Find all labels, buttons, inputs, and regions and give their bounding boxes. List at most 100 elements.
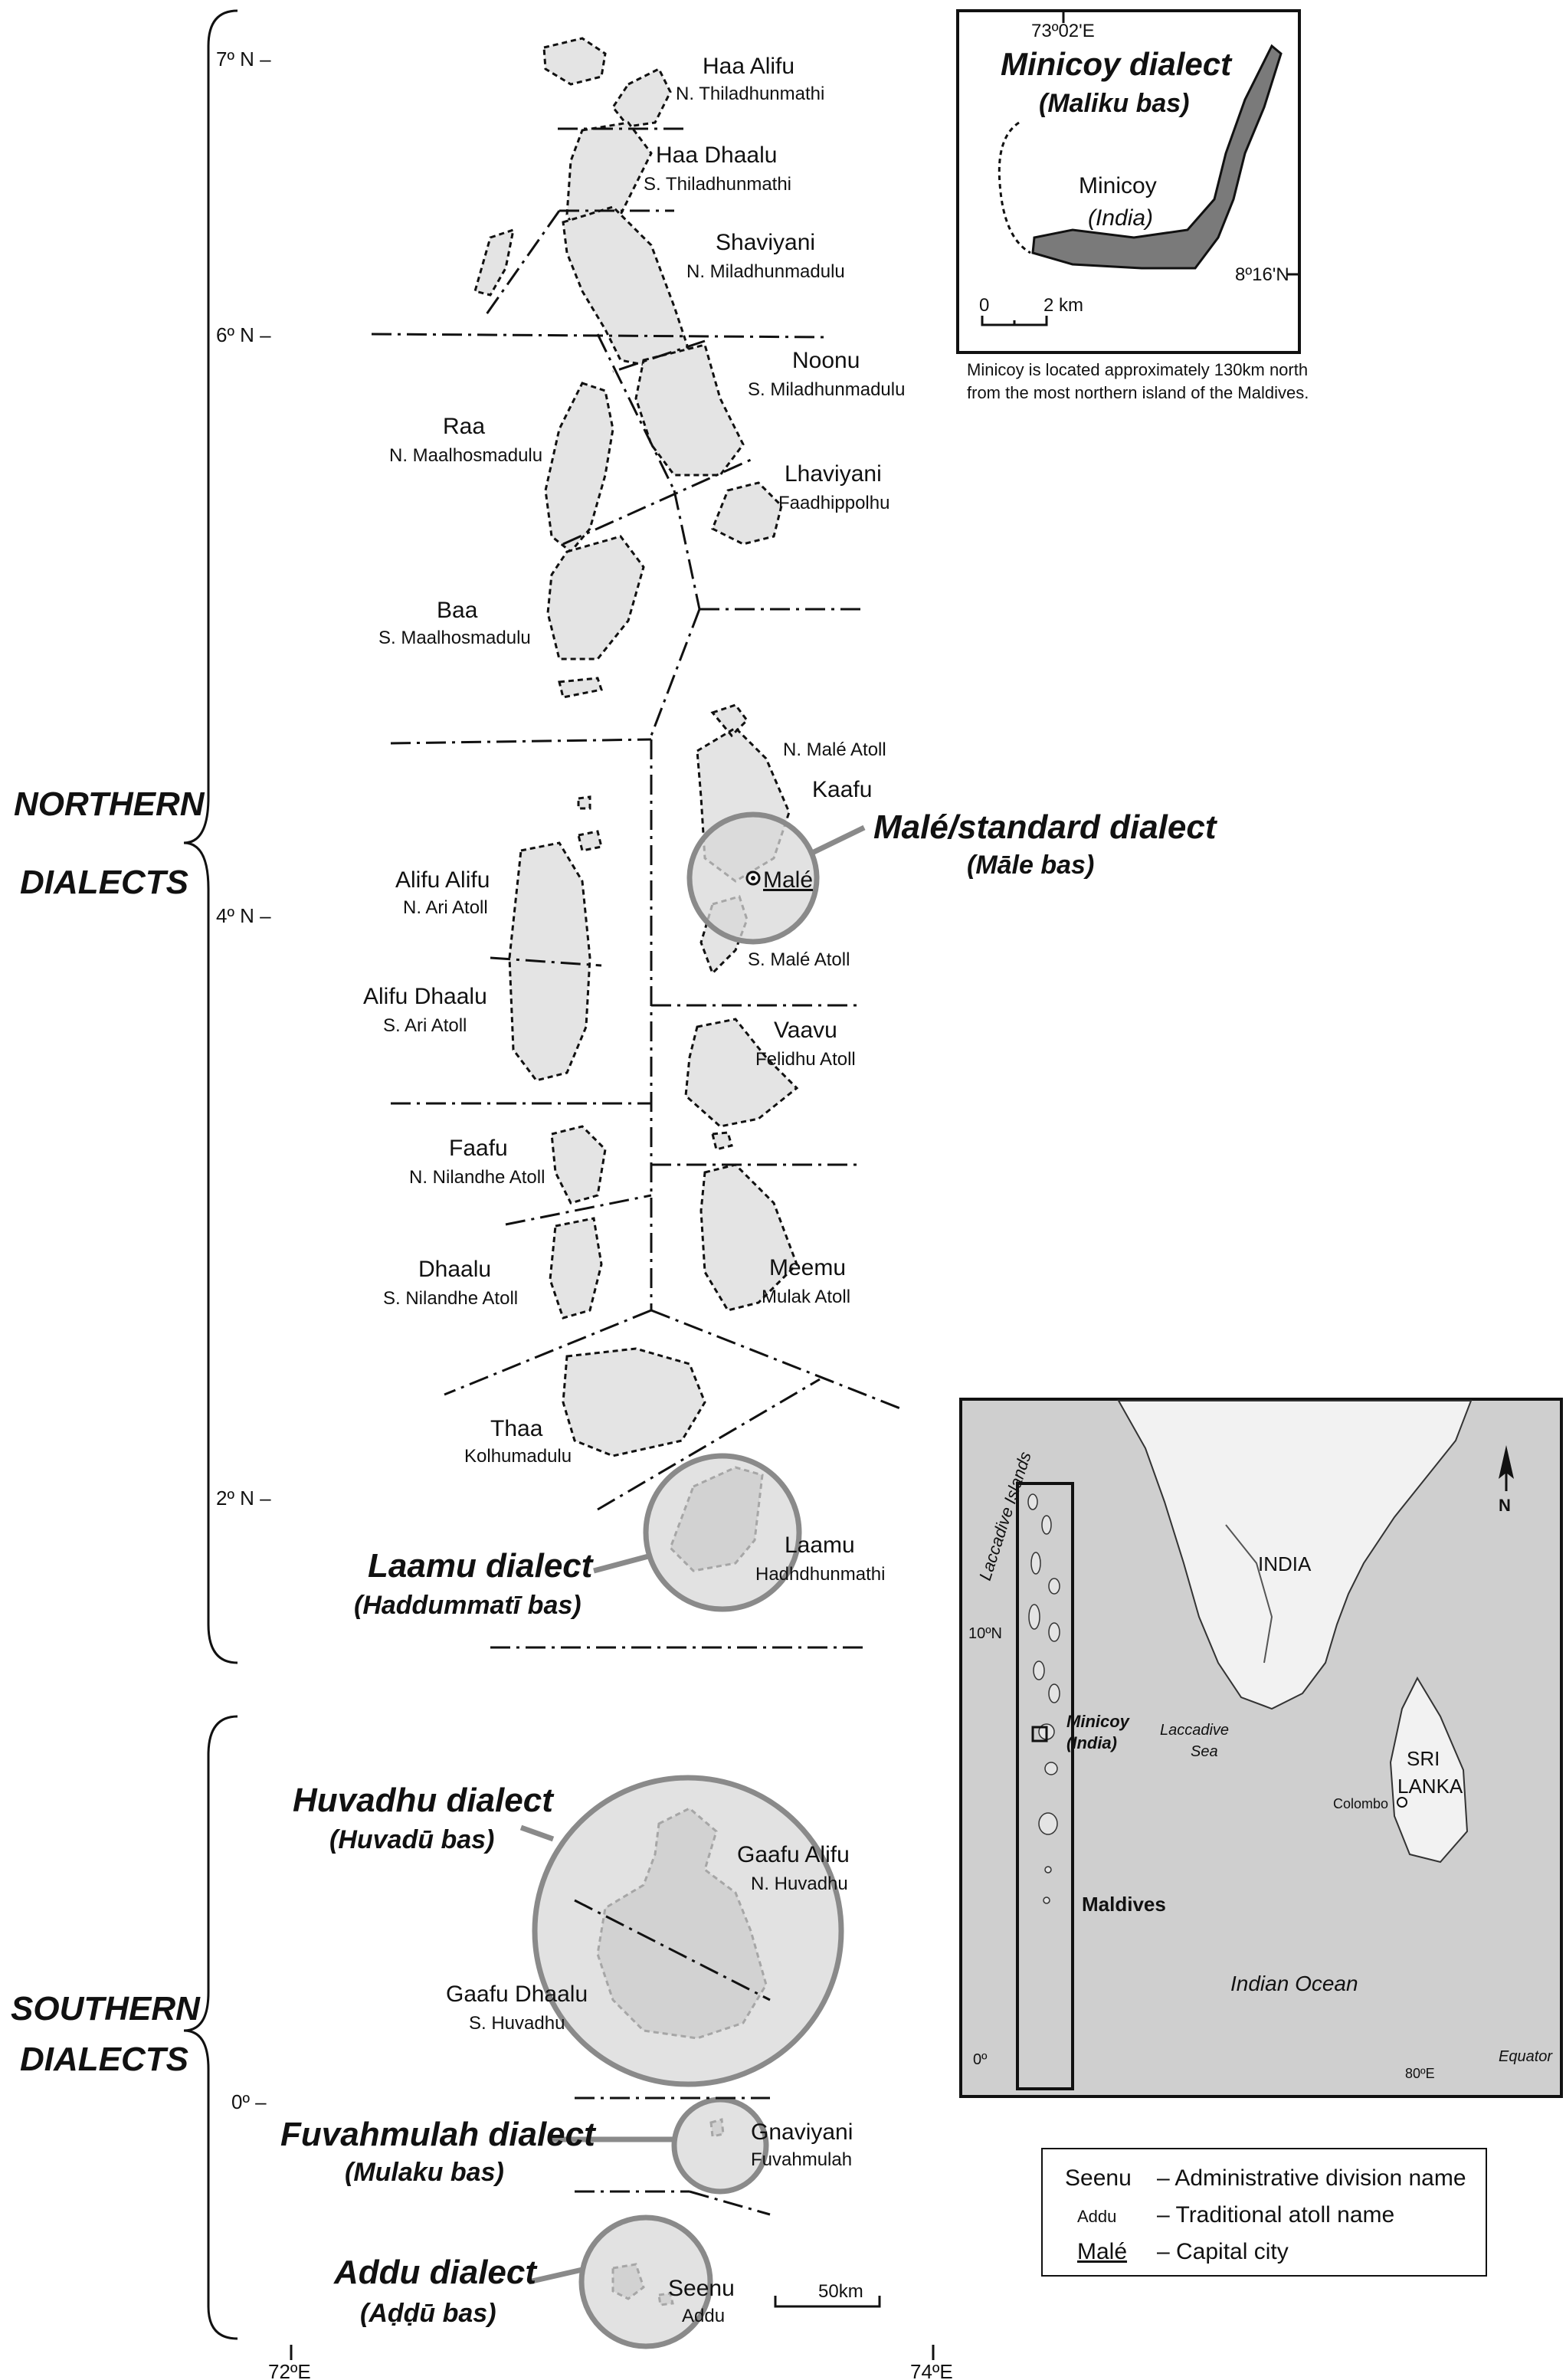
label-faafu: Faafu: [449, 1136, 508, 1161]
trad-alifu-alifu: N. Ari Atoll: [403, 897, 488, 918]
atoll-vaavu-islet: [711, 1131, 733, 1151]
label-kaafu: Kaafu: [812, 777, 872, 802]
atoll-rasdhoo-2: [577, 830, 603, 852]
trad-thaa: Kolhumadulu: [464, 1446, 572, 1467]
legend-trad-sample: Addu: [1077, 2207, 1116, 2226]
dialect-male-local: (Māle bas): [967, 851, 1094, 880]
legend: Seenu – Administrative division name Add…: [1041, 2148, 1487, 2277]
laamu-leader: [593, 1552, 652, 1574]
north-arrow-icon: N: [1499, 1445, 1514, 1515]
legend-frame: [1041, 2148, 1487, 2277]
laccadive-sea-label-2: Sea: [1191, 1743, 1218, 1760]
trad-seenu: Addu: [682, 2306, 725, 2326]
label-vaavu: Vaavu: [774, 1018, 837, 1043]
label-meemu: Meemu: [769, 1255, 846, 1280]
atoll-baa: [546, 535, 645, 661]
dialect-addu-local: (Aḍḍū bas): [360, 2299, 496, 2328]
inset-minicoy-label: Minicoy: [1066, 1712, 1131, 1731]
southern-dialects-label: DIALECTS: [20, 2041, 188, 2078]
atoll-rasdhoo-1: [577, 795, 591, 810]
label-baa: Baa: [437, 598, 478, 623]
label-laamu: Laamu: [785, 1533, 855, 1558]
atoll-haa-alifu-west: [542, 37, 607, 86]
dialect-male-name: Malé/standard dialect: [873, 808, 1218, 846]
minicoy-caption-1: Minicoy is located approximately 130km n…: [967, 360, 1308, 379]
minicoy-subtitle: (Maliku bas): [1039, 89, 1189, 118]
trad-lhaviyani: Faadhippolhu: [778, 493, 889, 513]
addu-dialect-circle: [578, 2214, 713, 2349]
northern-dialects-label: DIALECTS: [20, 864, 188, 901]
huvadhu-leader: [519, 1824, 555, 1842]
srilanka-landmass: [1389, 1676, 1469, 1864]
trad-baa: S. Maalhosmadulu: [378, 628, 531, 648]
atoll-raa: [544, 382, 614, 554]
atoll-shaviyani: [562, 205, 691, 369]
srilanka-label-2: LANKA: [1397, 1775, 1463, 1798]
label-gaafu-dhaalu: Gaafu Dhaalu: [446, 1982, 588, 2007]
scale-label: 50km: [818, 2281, 863, 2302]
indian-ocean-label: Indian Ocean: [1230, 1972, 1358, 1995]
atoll-ari: [508, 841, 591, 1082]
atoll-faafu: [550, 1125, 607, 1205]
label-dhaalu: Dhaalu: [418, 1257, 491, 1282]
trad-laamu: Hadhdhunmathi: [755, 1564, 885, 1585]
minicoy-lat: 8º16'N: [1235, 264, 1289, 285]
minicoy-scale-0: 0: [979, 295, 989, 316]
atoll-meemu: [699, 1163, 798, 1312]
minicoy-lon: 73º02'E: [1031, 21, 1095, 41]
atoll-boundaries: [371, 127, 905, 2216]
lat-10n-label: 10ºN: [968, 1625, 1002, 1642]
atoll-shaviyani-west: [473, 228, 515, 297]
dialect-addu-name: Addu dialect: [333, 2254, 538, 2291]
minicoy-inset: 73º02'E Minicoy dialect (Maliku bas) Min…: [956, 9, 1309, 402]
laccadive-sea-label-1: Laccadive: [1160, 1722, 1229, 1739]
trad-alifu-dhaalu: S. Ari Atoll: [383, 1015, 467, 1036]
trad-faafu: N. Nilandhe Atoll: [409, 1167, 545, 1188]
dialect-fuvahmulah-local: (Mulaku bas): [345, 2158, 504, 2187]
northern-brace: [183, 9, 238, 1664]
addu-leader: [528, 2267, 583, 2285]
dialect-laamu-name: Laamu dialect: [368, 1547, 595, 1585]
label-shaviyani: Shaviyani: [716, 230, 815, 255]
label-haa-dhaalu: Haa Dhaalu: [656, 143, 777, 168]
label-seenu: Seenu: [668, 2276, 735, 2301]
trad-gaafu-dhaalu: S. Huvadhu: [469, 2013, 565, 2034]
minicoy-scale-2km: 2 km: [1043, 295, 1083, 316]
label-alifu-dhaalu: Alifu Dhaalu: [363, 984, 487, 1009]
male-leader: [809, 824, 866, 857]
minicoy-country: (India): [1088, 205, 1153, 231]
minicoy-scale-bar: [981, 316, 1048, 326]
atoll-noonu: [634, 343, 745, 477]
southern-brace: [183, 1715, 238, 2340]
huvadhu-dialect-circle: [532, 1775, 844, 2087]
lon-74e: 74ºE: [910, 2360, 953, 2380]
label-lhaviyani: Lhaviyani: [785, 461, 882, 487]
label-gaafu-alifu: Gaafu Alifu: [737, 1842, 850, 1867]
trad-shaviyani: N. Miladhunmadulu: [686, 261, 845, 282]
trad-s-male: S. Malé Atoll: [748, 949, 850, 970]
legend-admin-sample: Seenu: [1065, 2165, 1132, 2191]
scale-bar: 50km: [774, 2281, 881, 2308]
legend-capital-sample: Malé: [1077, 2239, 1127, 2264]
trad-meemu: Mulak Atoll: [762, 1287, 850, 1307]
southern-label: SOUTHERN: [11, 1990, 201, 2028]
india-label: INDIA: [1258, 1552, 1312, 1575]
label-haa-alifu: Haa Alifu: [703, 54, 794, 79]
lat-4n: 4º N –: [216, 904, 271, 927]
lat-2n: 2º N –: [216, 1487, 271, 1510]
north-label: N: [1499, 1496, 1511, 1515]
lat-6n: 6º N –: [216, 323, 271, 346]
trad-vaavu: Felidhu Atoll: [755, 1049, 856, 1070]
trad-raa: N. Maalhosmadulu: [389, 445, 542, 466]
inset-minicoy-country: (India): [1066, 1733, 1117, 1752]
atoll-lhaviyani: [711, 481, 783, 546]
minicoy-title: Minicoy dialect: [1001, 46, 1233, 82]
fuvahmulah-dialect-circle: [671, 2096, 769, 2195]
colombo-label: Colombo: [1333, 1796, 1388, 1811]
label-thaa: Thaa: [490, 1416, 543, 1441]
minicoy-island: [1031, 44, 1283, 270]
label-gnaviyani: Gnaviyani: [751, 2119, 853, 2145]
trad-haa-alifu: N. Thiladhunmathi: [676, 84, 824, 104]
label-noonu: Noonu: [792, 348, 860, 373]
maldives-box: [1016, 1482, 1074, 2090]
